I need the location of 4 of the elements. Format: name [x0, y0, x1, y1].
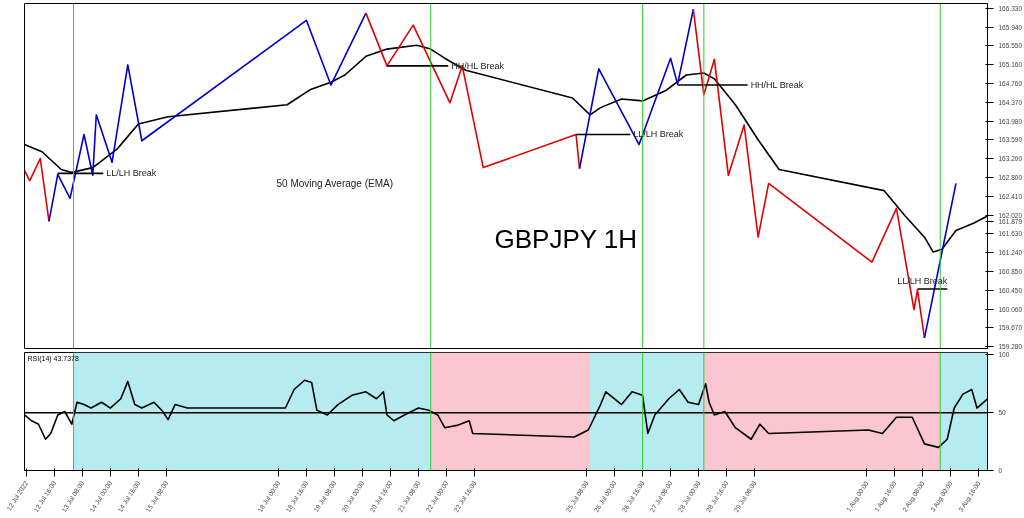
annotation: HH/HL Break — [750, 80, 804, 91]
annotation: LL/LH Break — [106, 168, 157, 179]
annotation: 50 Moving Average (EMA) — [276, 177, 394, 189]
text: GBPJPY 1H — [494, 223, 638, 254]
